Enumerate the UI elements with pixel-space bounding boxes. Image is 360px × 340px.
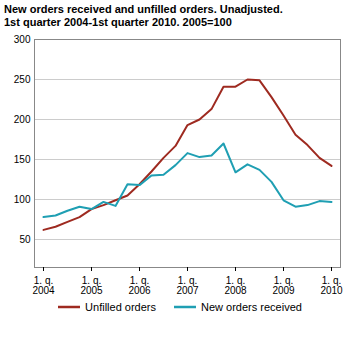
svg-text:1. q.2004: 1. q.2004: [32, 275, 55, 296]
svg-text:100: 100: [14, 194, 31, 205]
svg-text:200: 200: [14, 114, 31, 125]
svg-text:1. q.2009: 1. q.2009: [272, 275, 295, 296]
svg-text:1. q.2007: 1. q.2007: [176, 275, 199, 296]
svg-text:50: 50: [19, 234, 31, 245]
html-text:1st quarter 2004-1st quarter 2: 1st quarter 2004-1st quarter 2010. 2005=…: [4, 16, 232, 28]
svg-text:250: 250: [14, 74, 31, 85]
svg-text:1. q.2008: 1. q.2008: [224, 275, 247, 296]
html-text:New orders received and unfill: New orders received and unfilled orders.…: [4, 3, 283, 15]
svg-text:1. q.2006: 1. q.2006: [128, 275, 151, 296]
svg-text:300: 300: [14, 34, 31, 45]
svg-text:1. q.2005: 1. q.2005: [80, 275, 103, 296]
svg-text:1. q.2010: 1. q.2010: [320, 275, 343, 296]
html-text:Unfilled orders: Unfilled orders: [85, 301, 156, 313]
html-text:New orders received: New orders received: [201, 301, 302, 313]
svg-text:150: 150: [14, 154, 31, 165]
